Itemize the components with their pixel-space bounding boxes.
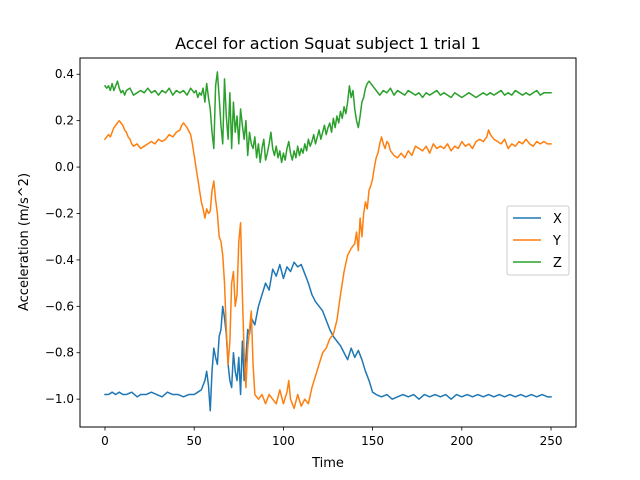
x-tick-label: 250	[540, 434, 563, 448]
y-tick-label: 0.2	[55, 114, 74, 128]
series-line-y	[103, 119, 552, 410]
y-tick-label: −1.0	[45, 392, 74, 406]
legend-label-y: Y	[552, 234, 561, 249]
legend-label-z: Z	[553, 256, 562, 271]
x-axis-label: Time	[311, 456, 344, 471]
x-tick-label: 200	[450, 434, 473, 448]
y-axis-ticks: −1.0 −0.8 −0.6 −0.4 −0.2 0.0 0.2 0.4	[45, 67, 80, 406]
series-line-z	[103, 71, 552, 164]
y-tick-label: −0.4	[45, 253, 74, 267]
x-tick-label: 50	[187, 434, 202, 448]
y-tick-label: −0.8	[45, 346, 74, 360]
legend-label-x: X	[553, 212, 562, 227]
x-tick-label: 0	[101, 434, 109, 448]
x-tick-label: 100	[272, 434, 295, 448]
series-line-x	[104, 261, 552, 412]
axes-frame	[79, 57, 577, 428]
legend: XYZ	[506, 205, 570, 276]
x-axis-ticks: 0 50 100 150 200 250	[101, 427, 562, 448]
x-tick-label: 150	[361, 434, 384, 448]
y-tick-label: −0.6	[45, 299, 74, 313]
chart-title: Accel for action Squat subject 1 trial 1	[175, 34, 481, 53]
y-tick-label: 0.0	[55, 160, 74, 174]
y-tick-label: −0.2	[45, 206, 74, 220]
plot-series	[103, 71, 552, 412]
y-axis-label: Acceleration (m/s^2)	[17, 173, 32, 311]
y-tick-label: 0.4	[55, 67, 74, 81]
